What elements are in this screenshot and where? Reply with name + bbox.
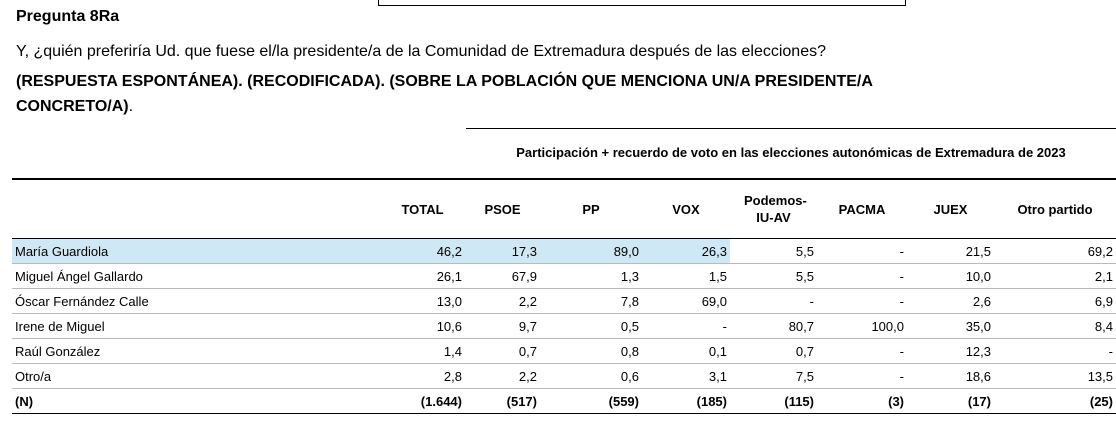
note-bold: (RESPUESTA ESPONTÁNEA). (RECODIFICADA). …	[16, 73, 873, 115]
row: María Guardiola 46,2 17,3 89,0 26,3 5,5-21,5 6…	[12, 238, 1116, 264]
cell-value: 18,6	[907, 363, 994, 389]
cell-value: (185)	[642, 388, 730, 414]
cell-value: 0,6	[540, 363, 642, 389]
banner: Participación + recuerdo de voto en las …	[516, 145, 1066, 160]
cell-value: 3,1	[642, 363, 730, 389]
cell-value: 69,2	[994, 238, 1116, 264]
row-label: Otro/a	[12, 363, 380, 389]
cell-value: (559)	[540, 388, 642, 414]
cell-value: -	[817, 263, 907, 289]
row-label: Miguel Ángel Gallardo	[12, 263, 380, 289]
cell-value: -	[817, 238, 907, 264]
row: (N) (1.644) (517) (559) (185) (115) (3) (17) (25…	[12, 388, 1116, 414]
rule	[466, 128, 1116, 129]
cell-value: (517)	[465, 388, 540, 414]
row: Raúl González 1,4 0,7 0,8 0,1 0,7-12,3-	[12, 338, 1116, 364]
cell-value: (3)	[817, 388, 907, 414]
cell-value: 6,9	[994, 288, 1116, 314]
column-header: PACMA	[817, 178, 907, 239]
column-header: Otro partido	[994, 178, 1116, 239]
column-header: VOX	[642, 178, 730, 239]
cell-value: 2,6	[907, 288, 994, 314]
cell-value: (115)	[730, 388, 817, 414]
cell-value: 10,0	[907, 263, 994, 289]
row: Óscar Fernández Calle 13,0 2,2 7,8 69,0- -2,6…	[12, 288, 1116, 314]
cell-value: (25)	[994, 388, 1116, 414]
row-label: Irene de Miguel	[12, 313, 380, 339]
note-end: .	[128, 98, 134, 115]
row: Otro/a 2,8 2,2 0,6 3,1 7,5-18,6 13,5	[12, 363, 1116, 389]
row-label: Raúl González	[12, 338, 380, 364]
cell-value: 0,7	[730, 338, 817, 364]
cell-value: 100,0	[817, 313, 907, 339]
question: Y, ¿quién preferiría Ud. que fuese el/la…	[16, 43, 826, 60]
cell-value: 13,5	[994, 363, 1116, 389]
cell-value: 13,0	[380, 288, 465, 314]
cell-value: 7,8	[540, 288, 642, 314]
cell-value: -	[994, 338, 1116, 364]
cell-value: 35,0	[907, 313, 994, 339]
cell-value: 21,5	[907, 238, 994, 264]
cell-value: 1,4	[380, 338, 465, 364]
cell-value: 0,8	[540, 338, 642, 364]
header-cell	[12, 178, 380, 239]
cell-value: 9,7	[465, 313, 540, 339]
cell-value: -	[817, 338, 907, 364]
cell-value: 0,5	[540, 313, 642, 339]
row: Irene de Miguel 10,6 9,7 0,5-80,7 100,0 35,0 8…	[12, 313, 1116, 339]
cell-value: 2,2	[465, 288, 540, 314]
cell-value: 5,5	[730, 263, 817, 289]
cell-value: 1,3	[540, 263, 642, 289]
row-label: María Guardiola	[12, 238, 380, 264]
frame-box	[378, 0, 906, 6]
cell-value: (17)	[907, 388, 994, 414]
cell-value: 2,8	[380, 363, 465, 389]
cell-value: -	[817, 363, 907, 389]
cell-value: 69,0	[642, 288, 730, 314]
cell-value: 8,4	[994, 313, 1116, 339]
note: (RESPUESTA ESPONTÁNEA). (RECODIFICADA). …	[16, 69, 916, 119]
cell-value: 26,3	[642, 238, 730, 264]
column-header: PP	[540, 178, 642, 239]
cell-value: 5,5	[730, 238, 817, 264]
cell-value: 10,6	[380, 313, 465, 339]
cell-value: 7,5	[730, 363, 817, 389]
title: Pregunta 8Ra	[16, 8, 120, 25]
row-label: (N)	[12, 388, 380, 414]
cell-value: 67,9	[465, 263, 540, 289]
cell-value: -	[817, 288, 907, 314]
cell-value: -	[642, 313, 730, 339]
cell-value: 17,3	[465, 238, 540, 264]
cell-value: 80,7	[730, 313, 817, 339]
cell-value: 0,7	[465, 338, 540, 364]
row: Miguel Ángel Gallardo 26,1 67,9 1,3 1,5 5,5-1…	[12, 263, 1116, 289]
results-table: TOTAL PSOE PP VOX Podemos-IU-AV PACMA JUEX Otro…	[12, 178, 1116, 414]
row-label: Óscar Fernández Calle	[12, 288, 380, 314]
cell-value: 89,0	[540, 238, 642, 264]
cell-value: 26,1	[380, 263, 465, 289]
cell-value: (1.644)	[380, 388, 465, 414]
column-header: TOTAL	[380, 178, 465, 239]
cell-value: 2,2	[465, 363, 540, 389]
cell-value: 1,5	[642, 263, 730, 289]
column-header: Podemos-IU-AV	[730, 178, 817, 239]
cell-value: 2,1	[994, 263, 1116, 289]
cell-value: 0,1	[642, 338, 730, 364]
column-header: JUEX	[907, 178, 994, 239]
column-header: PSOE	[465, 178, 540, 239]
cell-value: 12,3	[907, 338, 994, 364]
cell-value: 46,2	[380, 238, 465, 264]
header-row: TOTAL PSOE PP VOX Podemos-IU-AV PACMA JUEX Otro…	[12, 178, 1116, 239]
cell-value: -	[730, 288, 817, 314]
